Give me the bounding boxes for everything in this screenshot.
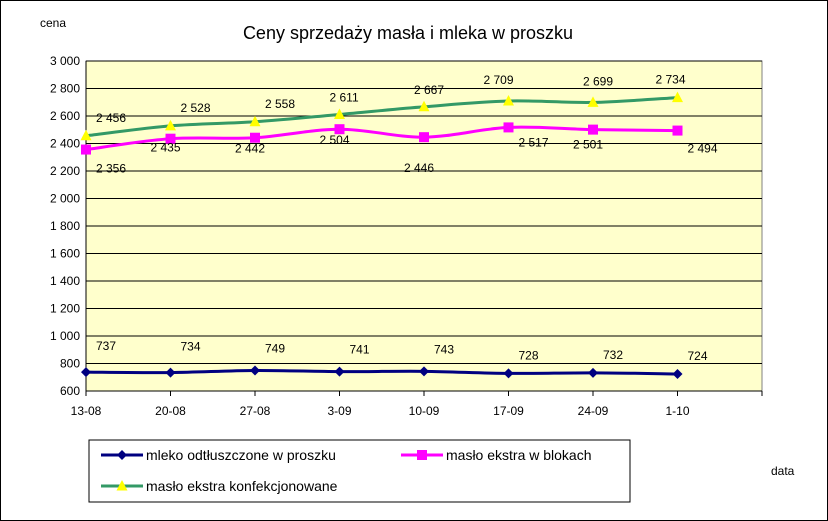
series-group — [80, 91, 683, 379]
data-point-marker — [80, 129, 92, 141]
data-point-marker — [503, 95, 514, 106]
x-tick-label: 20-08 — [155, 404, 186, 418]
gridlines — [86, 60, 762, 392]
data-point-marker — [503, 368, 514, 379]
x-tick-labels: 13-08 20-08 27-08 3-09 10-09 17-09 24-09 1-10 — [71, 404, 690, 418]
data-point-marker — [250, 132, 260, 143]
series-line — [85, 125, 678, 152]
data-label: 2 442 — [235, 142, 265, 156]
legend: mleko odtłuszczone w proszku masło ekstra… — [88, 439, 631, 503]
data-point-marker — [419, 366, 429, 377]
y-tick-label: 1 400 — [50, 274, 80, 288]
legend-box — [88, 439, 631, 503]
data-label: 2 667 — [414, 83, 444, 97]
y-tick-labels: 600 800 1 000 1 200 1 400 1 600 1 800 2 000 2 20… — [50, 54, 80, 398]
data-label: 2 517 — [519, 135, 549, 149]
data-point-marker — [165, 367, 176, 378]
data-point-marker — [165, 119, 176, 131]
data-label: 728 — [519, 348, 539, 362]
y-tick-label: 1 800 — [50, 219, 80, 233]
data-label: 737 — [96, 339, 116, 353]
series-3 — [80, 91, 683, 141]
data-point-marker — [588, 124, 598, 135]
x-tick-label: 24-09 — [578, 404, 609, 418]
data-label: 724 — [688, 349, 708, 363]
x-axis-label: data — [771, 464, 795, 478]
legend-label: mleko odtłuszczone w proszku — [146, 447, 336, 463]
data-point-marker — [81, 367, 91, 378]
data-label: 2 558 — [265, 97, 295, 111]
series-line — [85, 369, 678, 376]
x-tick-label: 10-09 — [409, 404, 440, 418]
data-labels: 737 734 749 741 743 728 732 724 2 356 2 435 2 442 2… — [96, 73, 718, 363]
y-tick-label: 3 000 — [50, 54, 80, 68]
x-tick-label: 3-09 — [327, 404, 351, 418]
data-label: 2 504 — [320, 133, 350, 147]
data-label: 732 — [603, 348, 623, 362]
data-point-marker — [672, 368, 683, 379]
chart-title: Ceny sprzedaży masła i mleka w proszku — [243, 23, 573, 43]
legend-item: masło ekstra w blokach — [401, 447, 592, 463]
data-point-marker — [418, 100, 430, 112]
y-tick-label: 1 000 — [50, 329, 80, 343]
series-1 — [81, 365, 683, 379]
y-tick-label: 2 600 — [50, 109, 80, 123]
y-tick-label: 2 000 — [50, 192, 80, 206]
data-point-marker — [419, 132, 429, 143]
y-tick-label: 2 400 — [50, 137, 80, 151]
legend-marker — [117, 450, 127, 460]
data-point-marker — [334, 366, 345, 377]
y-tick-label: 1 200 — [50, 302, 80, 316]
x-tick-label: 13-08 — [71, 404, 102, 418]
data-label: 2 528 — [181, 101, 211, 115]
x-tick-label: 27-08 — [240, 404, 271, 418]
y-tick-label: 2 800 — [50, 82, 80, 96]
data-label: 734 — [181, 340, 201, 354]
data-label: 2 446 — [404, 161, 434, 175]
data-point-marker — [250, 365, 260, 376]
data-label: 743 — [434, 342, 454, 356]
data-point-marker — [249, 115, 261, 127]
data-label: 2 501 — [573, 138, 603, 152]
data-point-marker — [588, 367, 598, 378]
data-label: 2 709 — [484, 73, 514, 87]
data-label: 749 — [265, 342, 285, 356]
y-tick-label: 800 — [60, 357, 80, 371]
data-label: 2 435 — [151, 141, 181, 155]
x-tick-label: 1-10 — [665, 404, 689, 418]
data-label: 2 356 — [96, 162, 126, 176]
data-point-marker — [672, 91, 683, 103]
legend-item: masło ekstra konfekcjonowane — [101, 478, 338, 494]
data-label: 2 494 — [688, 142, 718, 156]
data-label: 741 — [350, 343, 370, 357]
data-point-marker — [587, 96, 599, 107]
y-axis-label: cena — [40, 16, 66, 30]
data-point-marker — [503, 122, 514, 133]
data-point-marker — [81, 144, 91, 155]
series-line — [85, 96, 678, 138]
series-2 — [81, 122, 683, 155]
legend-marker — [417, 450, 427, 460]
data-point-marker — [334, 108, 345, 119]
data-label: 2 734 — [656, 73, 686, 87]
y-tick-label: 2 200 — [50, 164, 80, 178]
axes — [85, 61, 763, 396]
data-label: 2 456 — [96, 111, 126, 125]
data-point-marker — [672, 125, 683, 136]
legend-item: mleko odtłuszczone w proszku — [101, 447, 336, 463]
legend-label: masło ekstra w blokach — [446, 447, 592, 463]
y-tick-label: 600 — [60, 384, 80, 398]
y-tick-label: 1 600 — [50, 247, 80, 261]
data-point-marker — [334, 124, 345, 135]
legend-marker — [116, 480, 128, 491]
legend-label: masło ekstra konfekcjonowane — [146, 478, 338, 494]
data-label: 2 611 — [330, 90, 359, 104]
data-point-marker — [165, 133, 176, 144]
data-label: 2 699 — [583, 74, 613, 88]
x-tick-label: 17-09 — [493, 404, 524, 418]
